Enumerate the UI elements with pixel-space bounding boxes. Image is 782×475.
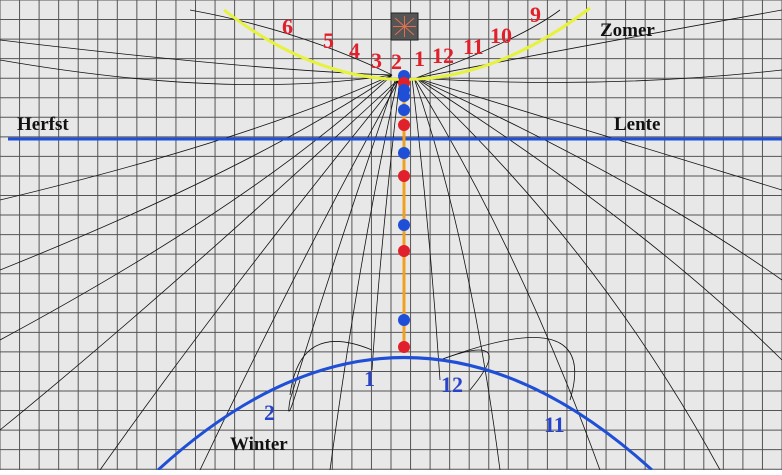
- summer-hour-label: 5: [323, 28, 334, 53]
- date-marker-dot: [398, 341, 410, 353]
- season-label-lente: Lente: [614, 114, 660, 135]
- season-label-herfst: Herfst: [17, 114, 69, 135]
- winter-solstice-curve: [156, 356, 654, 472]
- season-label-zomer: Zomer: [600, 20, 655, 41]
- winter-hour-label: 1: [364, 366, 375, 391]
- date-marker-dot: [398, 104, 410, 116]
- hour-line: [415, 77, 721, 471]
- date-markers: [398, 70, 410, 353]
- date-marker-dot: [398, 314, 410, 326]
- summer-hour-label: 6: [282, 14, 293, 39]
- hour-line: [415, 77, 782, 191]
- hour-line: [0, 59, 393, 85]
- summer-hour-label: 11: [463, 34, 484, 59]
- winter-hour-label: 12: [441, 372, 463, 397]
- summer-hour-label: 1: [414, 46, 425, 71]
- hour-line: [199, 77, 401, 471]
- gnomon-icon: [390, 12, 419, 41]
- hour-line: [415, 77, 782, 361]
- hour-line: [371, 77, 401, 371]
- hour-line: [329, 77, 399, 471]
- winter-hour-label: 11: [544, 412, 565, 437]
- summer-hour-label: 3: [371, 48, 382, 73]
- hour-line: [439, 337, 575, 401]
- hour-line: [415, 69, 782, 83]
- summer-hour-label: 4: [349, 38, 360, 63]
- hour-line: [411, 77, 441, 381]
- hour-line: [415, 9, 782, 79]
- hour-line: [288, 77, 397, 412]
- hour-line: [0, 74, 393, 341]
- winter-hour-labels: 2 1 12 11: [264, 366, 565, 437]
- summer-hour-label: 2: [391, 49, 402, 74]
- date-marker-dot: [398, 147, 410, 159]
- hour-line: [0, 74, 393, 271]
- summer-hour-label: 12: [432, 43, 454, 68]
- date-marker-dot: [398, 119, 410, 131]
- hour-line: [413, 77, 501, 471]
- date-marker-dot: [398, 170, 410, 182]
- date-marker-dot: [398, 219, 410, 231]
- season-label-winter: Winter: [230, 434, 288, 455]
- summer-hour-label: 10: [490, 23, 512, 48]
- hour-line: [189, 9, 393, 76]
- summer-hour-labels: 6 5 4 3 2 1 12 11 10 9: [282, 2, 541, 74]
- hour-line: [415, 9, 561, 79]
- summer-hour-label: 9: [530, 2, 541, 27]
- winter-hour-label: 2: [264, 400, 275, 425]
- date-marker-dot: [398, 245, 410, 257]
- hour-line: [415, 77, 782, 281]
- date-marker-dot: [398, 90, 410, 102]
